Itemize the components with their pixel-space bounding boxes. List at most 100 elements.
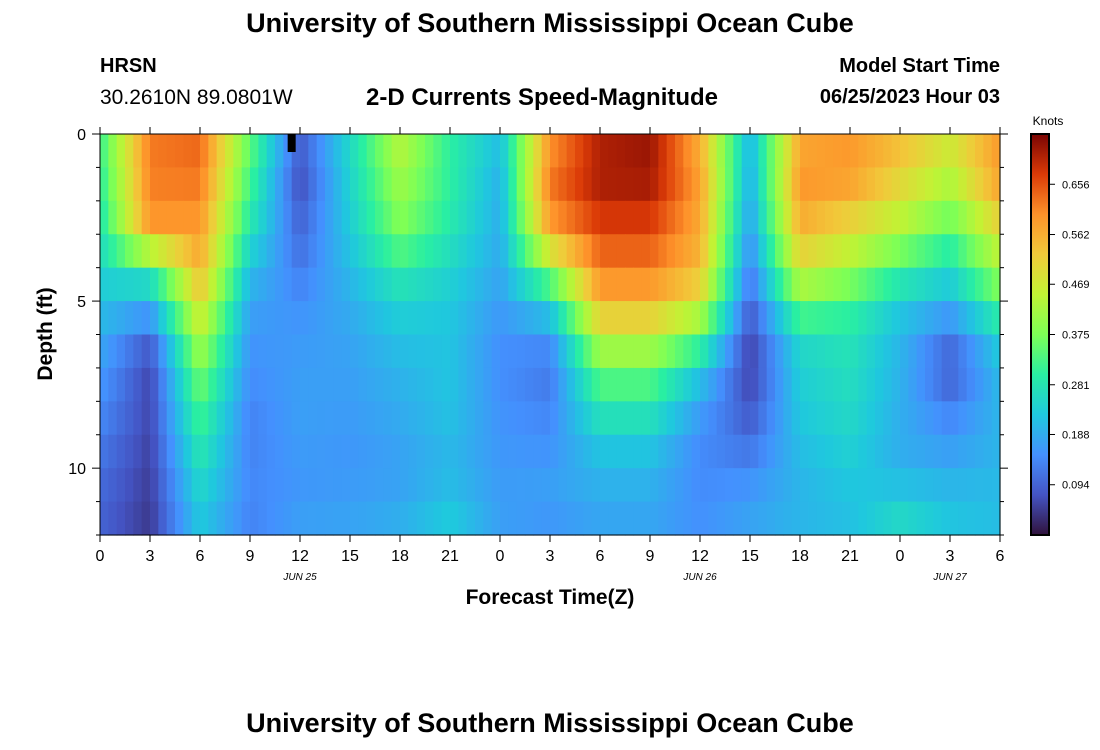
heatmap-cell <box>925 434 934 469</box>
heatmap-cell <box>900 267 909 302</box>
heatmap-cell <box>275 267 284 302</box>
heatmap-cell <box>116 267 126 302</box>
heatmap-cell <box>441 468 451 503</box>
heatmap-cell <box>733 234 743 269</box>
heatmap-cell <box>216 334 226 369</box>
heatmap-cell <box>250 134 259 169</box>
heatmap-cell <box>491 134 501 169</box>
model-start-label: Model Start Time <box>839 55 1000 77</box>
heatmap-cell <box>175 200 184 235</box>
heatmap-cell <box>341 434 351 469</box>
heatmap-cell <box>416 234 426 269</box>
heatmap-cell <box>325 134 334 169</box>
heatmap-cell <box>683 468 693 503</box>
x-tick-label: 9 <box>246 548 255 565</box>
heatmap-cell <box>633 501 643 536</box>
heatmap-cell <box>508 267 518 302</box>
heatmap-cell <box>308 468 318 503</box>
heatmap-cell <box>833 334 843 369</box>
heatmap-cell <box>883 234 893 269</box>
heatmap-cell <box>300 301 309 336</box>
heatmap-cell <box>516 367 526 402</box>
heatmap-cell <box>466 234 476 269</box>
heatmap-cell <box>816 501 826 536</box>
heatmap-cell <box>800 468 809 503</box>
heatmap-cell <box>400 134 409 169</box>
heatmap-cell <box>175 301 184 336</box>
heatmap-cell <box>616 234 626 269</box>
heatmap-cell <box>541 334 551 369</box>
heatmap-cell <box>266 401 276 436</box>
heatmap-cell <box>783 234 793 269</box>
heatmap-cell <box>350 200 359 235</box>
heatmap-cell <box>258 334 268 369</box>
heatmap-cell <box>550 301 559 336</box>
heatmap-cell <box>125 200 134 235</box>
heatmap-cell <box>691 401 701 436</box>
heatmap-cell <box>166 167 176 202</box>
heatmap-cell <box>575 434 584 469</box>
heatmap-cell <box>641 301 651 336</box>
heatmap-cell <box>333 434 343 469</box>
heatmap-cell <box>966 200 976 235</box>
heatmap-cell <box>133 401 143 436</box>
heatmap-cell <box>891 167 901 202</box>
heatmap-cell <box>291 434 301 469</box>
heatmap-cell <box>125 401 134 436</box>
heatmap-cell <box>158 501 168 536</box>
heatmap-cell <box>566 468 576 503</box>
heatmap-cell <box>475 501 484 536</box>
heatmap-cell <box>250 267 259 302</box>
heatmap-cell <box>466 434 476 469</box>
heatmap-cell <box>325 301 334 336</box>
heatmap-cell <box>383 401 393 436</box>
heatmap-cell <box>208 167 218 202</box>
heatmap-cell <box>900 334 909 369</box>
heatmap-cell <box>750 134 759 169</box>
heatmap-cell <box>650 267 659 302</box>
heatmap-cell <box>616 434 626 469</box>
heatmap-cell <box>458 267 468 302</box>
heatmap-cell <box>941 234 951 269</box>
heatmap-cell <box>775 367 784 402</box>
heatmap-cell <box>491 167 501 202</box>
heatmap-cell <box>116 434 126 469</box>
heatmap-cell <box>491 434 501 469</box>
heatmap-cell <box>816 401 826 436</box>
heatmap-cell <box>291 501 301 536</box>
heatmap-cell <box>191 367 201 402</box>
heatmap-cell <box>966 401 976 436</box>
heatmap-cell <box>208 434 218 469</box>
heatmap-cell <box>600 334 609 369</box>
heatmap-cell <box>350 234 359 269</box>
heatmap-cell <box>116 167 126 202</box>
heatmap-cell <box>700 434 709 469</box>
heatmap-cell <box>575 301 584 336</box>
heatmap-cell <box>916 301 926 336</box>
heatmap-cell <box>483 267 493 302</box>
heatmap-cell <box>458 501 468 536</box>
heatmap-cell <box>266 367 276 402</box>
heatmap-cell <box>225 468 234 503</box>
heatmap-cell <box>458 234 468 269</box>
heatmap-cell <box>275 501 284 536</box>
heatmap-cell <box>166 334 176 369</box>
heatmap-cell <box>841 468 851 503</box>
heatmap-cell <box>933 367 943 402</box>
heatmap-cell <box>208 200 218 235</box>
heatmap-cell <box>708 167 718 202</box>
heatmap-cell <box>750 301 759 336</box>
heatmap-cell <box>141 401 151 436</box>
heatmap-cell <box>716 434 726 469</box>
heatmap-cell <box>441 200 451 235</box>
heatmap-cell <box>800 167 809 202</box>
heatmap-cell <box>583 234 593 269</box>
colorbar-tick-label: 0.281 <box>1062 380 1090 392</box>
heatmap-cell <box>808 434 818 469</box>
heatmap-cell <box>916 501 926 536</box>
heatmap-cell <box>908 134 918 169</box>
heatmap-cell <box>591 468 601 503</box>
y-tick-label: 10 <box>68 461 86 478</box>
heatmap-cell <box>991 134 1001 169</box>
heatmap-cell <box>733 501 743 536</box>
